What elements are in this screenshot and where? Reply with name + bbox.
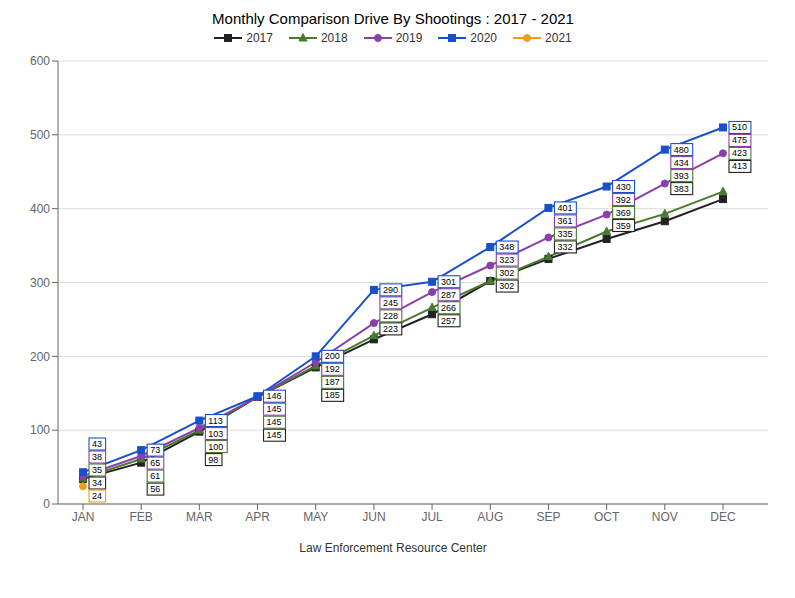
svg-text:146: 146 bbox=[267, 391, 282, 401]
svg-text:98: 98 bbox=[208, 455, 218, 465]
svg-text:61: 61 bbox=[150, 471, 160, 481]
svg-text:JAN: JAN bbox=[72, 510, 95, 524]
svg-text:65: 65 bbox=[150, 458, 160, 468]
svg-text:NOV: NOV bbox=[652, 510, 678, 524]
svg-text:100: 100 bbox=[30, 423, 50, 437]
svg-text:480: 480 bbox=[674, 145, 689, 155]
svg-text:434: 434 bbox=[674, 158, 689, 168]
svg-text:APR: APR bbox=[245, 510, 270, 524]
svg-text:413: 413 bbox=[732, 161, 747, 171]
svg-text:302: 302 bbox=[499, 281, 514, 291]
svg-text:145: 145 bbox=[267, 417, 282, 427]
html-text:2020: 2020 bbox=[470, 31, 497, 45]
svg-text:JUN: JUN bbox=[362, 510, 385, 524]
svg-text:302: 302 bbox=[499, 268, 514, 278]
svg-text:103: 103 bbox=[208, 429, 223, 439]
svg-text:24: 24 bbox=[92, 491, 102, 501]
svg-text:287: 287 bbox=[441, 290, 456, 300]
svg-text:383: 383 bbox=[674, 184, 689, 194]
svg-text:301: 301 bbox=[441, 277, 456, 287]
svg-text:145: 145 bbox=[267, 430, 282, 440]
svg-text:290: 290 bbox=[383, 285, 398, 295]
svg-text:600: 600 bbox=[30, 54, 50, 68]
html-text:Law Enforcement Resource Cente: Law Enforcement Resource Center bbox=[299, 541, 487, 555]
svg-text:401: 401 bbox=[557, 203, 572, 213]
svg-text:500: 500 bbox=[30, 128, 50, 142]
svg-text:392: 392 bbox=[616, 195, 631, 205]
html-text:2021: 2021 bbox=[545, 31, 572, 45]
svg-text:OCT: OCT bbox=[594, 510, 620, 524]
svg-text:400: 400 bbox=[30, 202, 50, 216]
svg-text:200: 200 bbox=[30, 350, 50, 364]
svg-text:228: 228 bbox=[383, 311, 398, 321]
html-text:2018: 2018 bbox=[320, 31, 348, 45]
svg-text:300: 300 bbox=[30, 276, 50, 290]
svg-text:SEP: SEP bbox=[536, 510, 560, 524]
svg-text:510: 510 bbox=[732, 122, 747, 132]
svg-text:113: 113 bbox=[208, 416, 222, 426]
svg-text:369: 369 bbox=[616, 208, 631, 218]
svg-text:145: 145 bbox=[267, 404, 282, 414]
svg-text:335: 335 bbox=[557, 229, 572, 239]
svg-text:187: 187 bbox=[325, 377, 340, 387]
svg-text:257: 257 bbox=[441, 316, 456, 326]
svg-text:73: 73 bbox=[150, 445, 160, 455]
svg-text:AUG: AUG bbox=[477, 510, 503, 524]
svg-text:FEB: FEB bbox=[130, 510, 153, 524]
svg-text:361: 361 bbox=[557, 216, 572, 226]
svg-text:DEC: DEC bbox=[710, 510, 736, 524]
svg-text:185: 185 bbox=[325, 390, 340, 400]
svg-text:393: 393 bbox=[674, 171, 689, 181]
svg-text:100: 100 bbox=[208, 442, 223, 452]
svg-text:JUL: JUL bbox=[421, 510, 443, 524]
svg-text:423: 423 bbox=[732, 148, 747, 158]
svg-text:359: 359 bbox=[616, 221, 631, 231]
svg-text:34: 34 bbox=[92, 478, 102, 488]
svg-text:245: 245 bbox=[383, 298, 398, 308]
svg-text:0: 0 bbox=[43, 497, 50, 511]
svg-text:MAY: MAY bbox=[303, 510, 328, 524]
svg-text:200: 200 bbox=[325, 351, 340, 361]
svg-text:38: 38 bbox=[92, 452, 102, 462]
svg-text:332: 332 bbox=[557, 242, 572, 252]
html-text:2019: 2019 bbox=[395, 31, 423, 45]
svg-text:266: 266 bbox=[441, 303, 456, 313]
svg-text:43: 43 bbox=[92, 439, 102, 449]
svg-text:MAR: MAR bbox=[186, 510, 213, 524]
html-text:Monthly Comparison Drive By Sh: Monthly Comparison Drive By Shootings : … bbox=[212, 10, 574, 27]
html-text:2017: 2017 bbox=[246, 31, 273, 45]
svg-text:192: 192 bbox=[325, 364, 340, 374]
svg-text:223: 223 bbox=[383, 324, 398, 334]
svg-text:475: 475 bbox=[732, 135, 747, 145]
svg-text:348: 348 bbox=[499, 242, 514, 252]
svg-text:323: 323 bbox=[499, 255, 514, 265]
svg-text:430: 430 bbox=[616, 182, 631, 192]
svg-text:56: 56 bbox=[150, 484, 160, 494]
svg-text:35: 35 bbox=[92, 465, 102, 475]
